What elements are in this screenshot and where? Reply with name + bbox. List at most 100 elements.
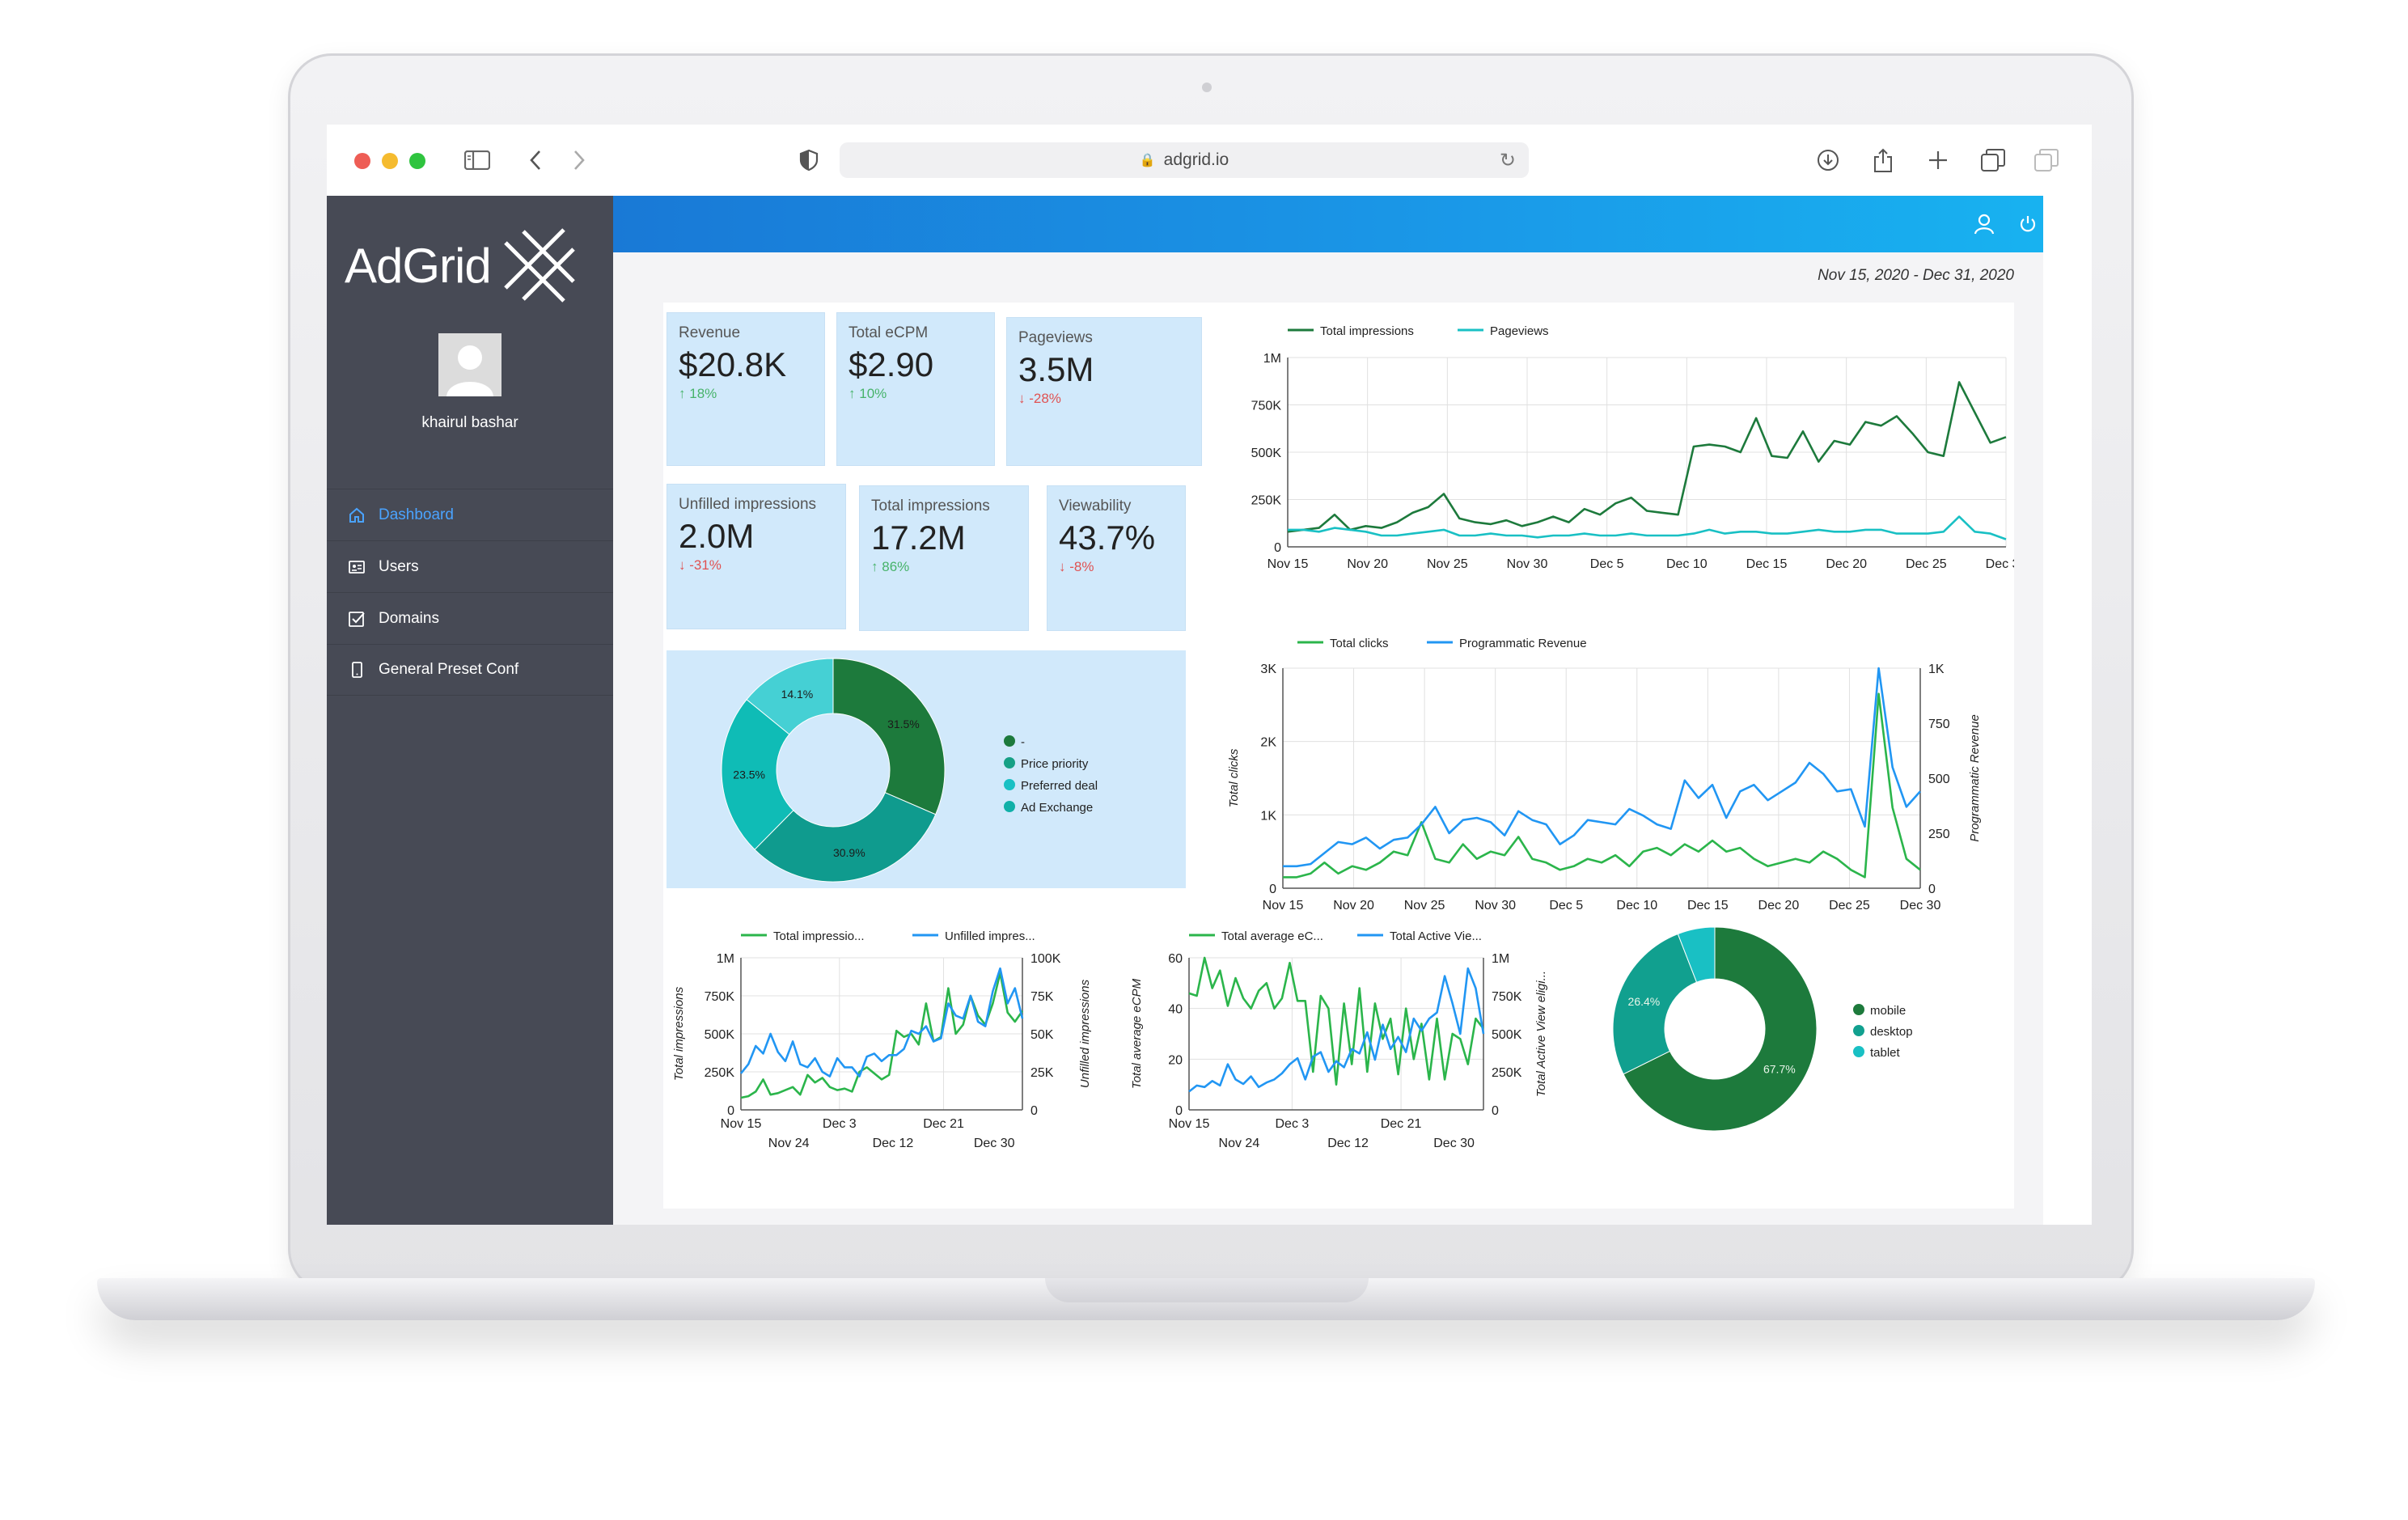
date-range[interactable]: Nov 15, 2020 - Dec 31, 2020 bbox=[1818, 267, 2014, 284]
y2-tick-label: 250 bbox=[1928, 828, 1950, 841]
kpi-value: $20.8K bbox=[679, 345, 787, 383]
x-tick-label: Nov 25 bbox=[1427, 557, 1468, 571]
y2-tick-label: 0 bbox=[1030, 1104, 1038, 1118]
donut-slice bbox=[1612, 933, 1698, 1075]
logo[interactable]: AdGrid bbox=[345, 227, 577, 304]
slice-label: 14.1% bbox=[781, 688, 814, 701]
x-tick-label: Nov 20 bbox=[1347, 557, 1388, 571]
user-icon[interactable] bbox=[1970, 210, 1998, 238]
kpi-card-pageviews[interactable]: Pageviews 3.5M ↓ -28% bbox=[1006, 317, 1202, 466]
x-tick-label: Nov 30 bbox=[1475, 899, 1516, 912]
share-icon[interactable] bbox=[1865, 142, 1901, 178]
kpi-delta-value: -8% bbox=[1069, 559, 1094, 574]
y2-axis-title: Total Active View eligi... bbox=[1534, 971, 1548, 1097]
sidebar-item-dashboard[interactable]: Dashboard bbox=[327, 489, 613, 540]
x-tick-label: Dec 5 bbox=[1590, 557, 1624, 571]
series-line-0 bbox=[740, 972, 1024, 1099]
sidebar-item-general-preset-conf[interactable]: General Preset Conf bbox=[327, 644, 613, 696]
logo-mark-icon bbox=[503, 228, 575, 303]
phone-icon bbox=[346, 659, 367, 680]
logo-text: AdGrid bbox=[345, 238, 492, 293]
main-content: Nov 15, 2020 - Dec 31, 2020 Revenue $20.… bbox=[613, 252, 2043, 1225]
tab-overview-icon[interactable] bbox=[2029, 142, 2064, 178]
sidebar-item-domains[interactable]: Domains bbox=[327, 592, 613, 644]
x-tick-label: Nov 15 bbox=[721, 1117, 762, 1131]
x-tick-label: Dec 15 bbox=[1687, 899, 1729, 912]
sidebar-item-label: Users bbox=[379, 557, 419, 575]
kpi-card-total-ecpm[interactable]: Total eCPM $2.90 ↑ 10% bbox=[836, 312, 995, 466]
legend-swatch bbox=[1004, 801, 1015, 812]
download-icon[interactable] bbox=[1810, 142, 1846, 178]
legend-entry: Ad Exchange bbox=[1021, 801, 1093, 815]
legend-entry: Preferred deal bbox=[1021, 779, 1098, 793]
arrow-up-icon: ↑ bbox=[679, 386, 686, 401]
y-tick-label: 1M bbox=[1263, 352, 1281, 366]
dashboard-panel: Revenue $20.8K ↑ 18% Total eCPM $2.90 ↑ … bbox=[663, 303, 2014, 1209]
top-bar bbox=[613, 196, 2043, 252]
kpi-card-unfilled-impressions[interactable]: Unfilled impressions 2.0M ↓ -31% bbox=[667, 484, 846, 629]
sidebar-item-label: Domains bbox=[379, 609, 439, 627]
x-tick-label: Dec 30 bbox=[974, 1137, 1015, 1150]
x-tick-label: Nov 20 bbox=[1333, 899, 1374, 912]
x-tick-label: Dec 5 bbox=[1549, 899, 1583, 912]
y-tick-label: 500K bbox=[1251, 447, 1282, 460]
legend-swatch bbox=[1853, 1025, 1864, 1036]
laptop-notch bbox=[1045, 1278, 1369, 1302]
y2-tick-label: 1M bbox=[1492, 952, 1509, 966]
legend-swatch bbox=[1004, 779, 1015, 790]
series-line-0 bbox=[1287, 381, 2007, 533]
kpi-label: Pageviews bbox=[1018, 329, 1093, 346]
slice-label: 30.9% bbox=[833, 846, 865, 859]
kpi-card-total-impressions[interactable]: Total impressions 17.2M ↑ 86% bbox=[859, 485, 1029, 631]
y2-tick-label: 500 bbox=[1928, 773, 1950, 786]
power-icon[interactable] bbox=[2014, 210, 2042, 238]
camera bbox=[1202, 83, 1212, 92]
minimize-window-button[interactable] bbox=[382, 153, 398, 169]
series-line-0 bbox=[1188, 956, 1485, 1086]
avatar[interactable] bbox=[438, 333, 501, 396]
url-text: adgrid.io bbox=[1163, 150, 1229, 169]
forward-icon[interactable] bbox=[561, 142, 597, 178]
donut-slice bbox=[754, 792, 937, 883]
username: khairul bashar bbox=[421, 414, 518, 431]
deal-donut-chart[interactable]: 31.5% 30.9% 23.5% 14.1% - Price priority Pref… bbox=[667, 650, 1186, 888]
zoom-window-button[interactable] bbox=[409, 153, 425, 169]
kpi-card-revenue[interactable]: Revenue $20.8K ↑ 18% bbox=[667, 312, 825, 466]
x-tick-label: Dec 20 bbox=[1826, 557, 1867, 571]
y-tick-label: 20 bbox=[1168, 1053, 1183, 1067]
reload-icon[interactable]: ↻ bbox=[1499, 150, 1516, 171]
sidebar-icon[interactable] bbox=[459, 142, 495, 178]
series-line-1 bbox=[1288, 515, 2007, 540]
x-tick-label: Nov 15 bbox=[1169, 1117, 1210, 1131]
y2-axis-title: Programmatic Revenue bbox=[1968, 714, 1982, 842]
legend-entry: Pageviews bbox=[1490, 324, 1549, 338]
shield-icon[interactable] bbox=[791, 142, 827, 178]
legend-swatch bbox=[1004, 757, 1015, 768]
kpi-delta-value: -31% bbox=[689, 557, 722, 573]
new-tab-icon[interactable] bbox=[1920, 142, 1956, 178]
kpi-delta-value: 86% bbox=[882, 559, 910, 574]
address-bar[interactable]: 🔒 adgrid.io ↻ bbox=[840, 142, 1529, 178]
tabs-icon[interactable] bbox=[1975, 142, 2011, 178]
close-window-button[interactable] bbox=[354, 153, 370, 169]
y-tick-label: 60 bbox=[1168, 952, 1183, 966]
y-axis-title: Total clicks bbox=[1227, 748, 1241, 807]
sidebar-item-users[interactable]: Users bbox=[327, 540, 613, 592]
series-line-0 bbox=[1283, 692, 1921, 879]
y2-tick-label: 25K bbox=[1030, 1066, 1054, 1080]
lock-icon: 🔒 bbox=[1139, 154, 1156, 167]
app: AdGrid khairul bashar bbox=[327, 196, 2092, 1225]
kpi-delta: ↑ 18% bbox=[679, 386, 813, 402]
slice-label: 67.7% bbox=[1763, 1063, 1796, 1076]
y-tick-label: 0 bbox=[1175, 1104, 1183, 1118]
right-charts: 0 250K 500K 750K 1M Nov 15 Nov 20 Nov 25 Nov 30 D… bbox=[1227, 324, 2014, 912]
back-icon[interactable] bbox=[518, 142, 553, 178]
kpi-card-viewability[interactable]: Viewability 43.7% ↓ -8% bbox=[1047, 485, 1186, 631]
legend-entry: Total impressions bbox=[1320, 324, 1414, 338]
donut-slice bbox=[832, 658, 946, 815]
x-tick-label: Dec 30 bbox=[1900, 899, 1941, 912]
kpi-value: 17.2M bbox=[871, 519, 966, 557]
x-tick-label: Dec 12 bbox=[873, 1137, 914, 1150]
legend-entry: Price priority bbox=[1021, 757, 1089, 771]
arrow-down-icon: ↓ bbox=[1059, 559, 1066, 574]
